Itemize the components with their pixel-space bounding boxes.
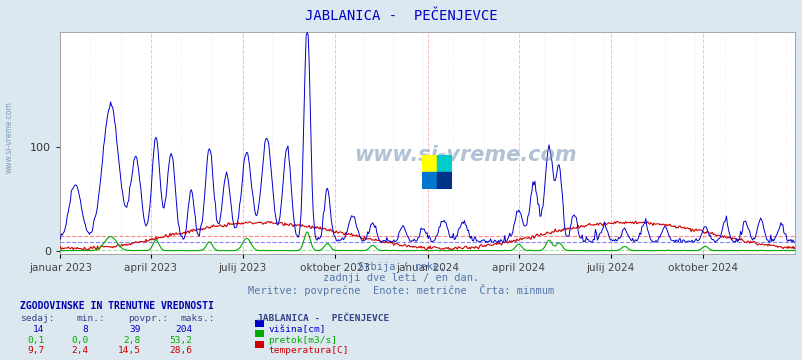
Text: www.si-vreme.com: www.si-vreme.com bbox=[354, 145, 576, 165]
Text: JABLANICA -  PEČENJEVCE: JABLANICA - PEČENJEVCE bbox=[305, 9, 497, 23]
Text: 39: 39 bbox=[129, 325, 140, 334]
Text: 204: 204 bbox=[176, 325, 192, 334]
Bar bbox=[436, 155, 452, 172]
Bar bbox=[436, 172, 452, 189]
Text: 53,2: 53,2 bbox=[169, 336, 192, 345]
Text: 9,7: 9,7 bbox=[27, 346, 44, 355]
Text: sedaj:: sedaj: bbox=[20, 314, 55, 323]
Text: zadnji dve leti / en dan.: zadnji dve leti / en dan. bbox=[323, 273, 479, 283]
Text: Meritve: povprečne  Enote: metrične  Črta: minmum: Meritve: povprečne Enote: metrične Črta:… bbox=[248, 284, 554, 296]
Text: pretok[m3/s]: pretok[m3/s] bbox=[268, 336, 337, 345]
Text: min.:: min.: bbox=[76, 314, 105, 323]
Text: 14,5: 14,5 bbox=[117, 346, 140, 355]
Text: povpr.:: povpr.: bbox=[128, 314, 168, 323]
Text: temperatura[C]: temperatura[C] bbox=[268, 346, 348, 355]
Text: maks.:: maks.: bbox=[180, 314, 215, 323]
Text: 28,6: 28,6 bbox=[169, 346, 192, 355]
Text: 8: 8 bbox=[83, 325, 88, 334]
Text: 14: 14 bbox=[33, 325, 44, 334]
Text: 0,1: 0,1 bbox=[27, 336, 44, 345]
Text: Srbija / reke.: Srbija / reke. bbox=[358, 262, 444, 272]
Text: JABLANICA -  PEČENJEVCE: JABLANICA - PEČENJEVCE bbox=[257, 314, 389, 323]
Text: www.si-vreme.com: www.si-vreme.com bbox=[5, 101, 14, 173]
Text: 2,8: 2,8 bbox=[124, 336, 140, 345]
Text: višina[cm]: višina[cm] bbox=[268, 325, 326, 334]
Text: 0,0: 0,0 bbox=[71, 336, 88, 345]
Text: 2,4: 2,4 bbox=[71, 346, 88, 355]
Bar bbox=[421, 155, 436, 172]
Text: ZGODOVINSKE IN TRENUTNE VREDNOSTI: ZGODOVINSKE IN TRENUTNE VREDNOSTI bbox=[20, 301, 213, 311]
Bar bbox=[421, 172, 436, 189]
